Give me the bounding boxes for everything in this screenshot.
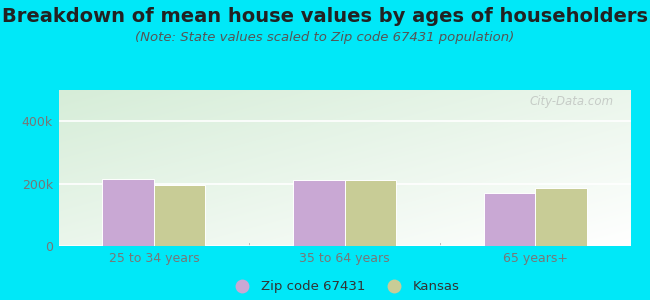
Text: City-Data.com: City-Data.com (529, 95, 614, 108)
Bar (484, 193, 535, 246)
Bar (293, 181, 345, 246)
Bar (102, 179, 154, 246)
Text: (Note: State values scaled to Zip code 67431 population): (Note: State values scaled to Zip code 6… (135, 32, 515, 44)
Text: Breakdown of mean house values by ages of householders: Breakdown of mean house values by ages o… (2, 8, 648, 26)
Bar (535, 188, 587, 246)
Legend: Zip code 67431, Kansas: Zip code 67431, Kansas (224, 275, 465, 299)
Bar (154, 184, 205, 246)
Bar (344, 181, 396, 246)
